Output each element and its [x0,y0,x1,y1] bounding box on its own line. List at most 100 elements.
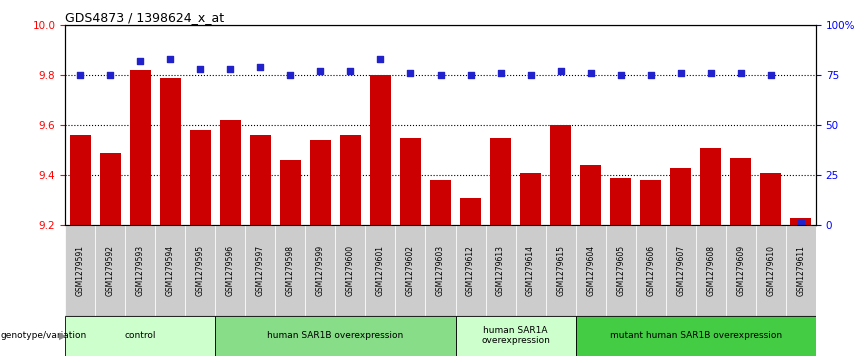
Point [523,72,537,78]
Bar [580,165,602,225]
Point [404,70,418,76]
Bar [460,197,481,225]
Point [433,72,448,78]
Text: GSM1279611: GSM1279611 [797,245,806,296]
FancyBboxPatch shape [456,225,485,316]
Bar [550,125,571,225]
Point [103,72,117,78]
Bar [760,173,781,225]
FancyBboxPatch shape [335,225,365,316]
Bar [279,160,301,225]
FancyBboxPatch shape [125,225,155,316]
FancyBboxPatch shape [396,225,425,316]
Text: GSM1279612: GSM1279612 [466,245,475,296]
Point [133,58,147,64]
Bar [250,135,271,225]
FancyBboxPatch shape [756,225,786,316]
Point [704,70,718,76]
Bar [190,130,211,225]
Text: GSM1279592: GSM1279592 [106,245,115,296]
FancyBboxPatch shape [666,225,696,316]
Text: GSM1279602: GSM1279602 [406,245,415,296]
FancyBboxPatch shape [246,225,275,316]
Bar [520,173,541,225]
Bar [129,70,151,225]
Point [73,72,87,78]
FancyBboxPatch shape [635,225,666,316]
Point [554,68,568,74]
Text: GSM1279610: GSM1279610 [766,245,775,296]
Bar [430,180,451,225]
Bar [100,153,121,225]
Bar [490,138,511,225]
Bar [700,148,721,225]
Bar [220,120,240,225]
Bar [670,168,691,225]
Bar [400,138,421,225]
Point [674,70,687,76]
Text: GSM1279604: GSM1279604 [586,245,595,296]
FancyBboxPatch shape [275,225,306,316]
Text: GSM1279594: GSM1279594 [166,245,174,296]
Point [464,72,477,78]
Text: GSM1279601: GSM1279601 [376,245,385,296]
Point [794,220,808,226]
Bar [641,180,661,225]
Text: GSM1279614: GSM1279614 [526,245,535,296]
Bar [69,135,90,225]
Point [494,70,508,76]
Text: GSM1279596: GSM1279596 [226,245,234,296]
FancyBboxPatch shape [546,225,575,316]
Point [373,56,387,62]
FancyBboxPatch shape [696,225,726,316]
FancyBboxPatch shape [185,225,215,316]
Point [253,64,267,70]
Text: GSM1279599: GSM1279599 [316,245,325,296]
FancyBboxPatch shape [606,225,635,316]
FancyBboxPatch shape [155,225,185,316]
Point [733,70,747,76]
Bar [310,140,331,225]
Text: human SAR1B overexpression: human SAR1B overexpression [267,331,404,340]
Text: GSM1279593: GSM1279593 [135,245,145,296]
Point [283,72,297,78]
FancyBboxPatch shape [485,225,516,316]
Text: GSM1279591: GSM1279591 [76,245,84,296]
Text: GSM1279597: GSM1279597 [256,245,265,296]
FancyBboxPatch shape [215,316,456,356]
Text: GSM1279615: GSM1279615 [556,245,565,296]
Text: GDS4873 / 1398624_x_at: GDS4873 / 1398624_x_at [65,11,224,24]
Text: GSM1279598: GSM1279598 [286,245,295,296]
FancyBboxPatch shape [575,316,816,356]
FancyBboxPatch shape [65,225,95,316]
Point [764,72,778,78]
FancyBboxPatch shape [456,316,575,356]
Bar [370,75,391,225]
Text: GSM1279600: GSM1279600 [346,245,355,296]
Point [583,70,597,76]
Text: GSM1279603: GSM1279603 [436,245,445,296]
Point [223,66,237,72]
Point [614,72,628,78]
Bar [160,78,181,225]
Text: GSM1279609: GSM1279609 [736,245,746,296]
Point [163,56,177,62]
Bar [340,135,361,225]
Point [344,68,358,74]
FancyBboxPatch shape [306,225,335,316]
Text: control: control [124,331,156,340]
FancyBboxPatch shape [786,225,816,316]
Text: GSM1279613: GSM1279613 [496,245,505,296]
FancyBboxPatch shape [726,225,756,316]
FancyBboxPatch shape [575,225,606,316]
Bar [730,158,752,225]
FancyBboxPatch shape [65,316,215,356]
Bar [791,217,812,225]
Point [194,66,207,72]
FancyBboxPatch shape [516,225,546,316]
Text: mutant human SAR1B overexpression: mutant human SAR1B overexpression [609,331,782,340]
FancyBboxPatch shape [95,225,125,316]
Text: GSM1279608: GSM1279608 [707,245,715,296]
Text: GSM1279607: GSM1279607 [676,245,685,296]
FancyBboxPatch shape [215,225,246,316]
